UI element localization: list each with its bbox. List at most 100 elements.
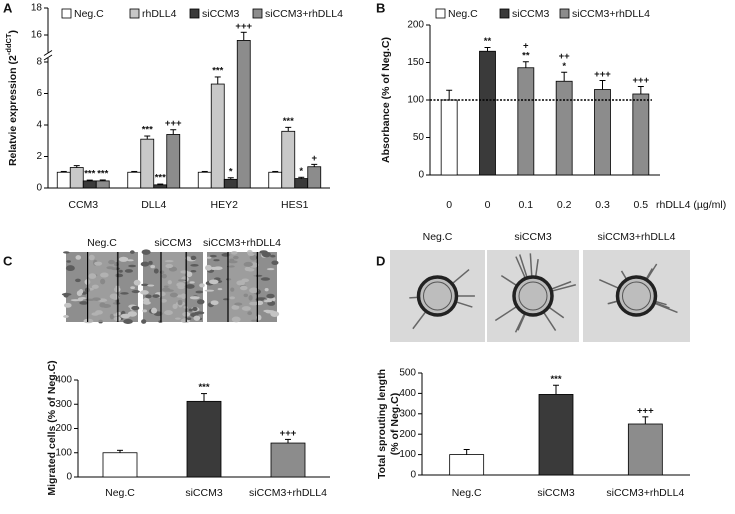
y-tick-label: 0 [66, 472, 72, 483]
bar [594, 89, 611, 176]
cell [153, 268, 159, 274]
cell [150, 264, 156, 269]
x-tick-label: DLL4 [141, 199, 166, 211]
cell [129, 250, 135, 254]
cell [147, 284, 155, 287]
cell [141, 319, 147, 324]
y-tick-label: 150 [407, 57, 424, 68]
bar [236, 40, 251, 189]
cell [128, 264, 137, 268]
cell [185, 284, 195, 289]
significance: ** [484, 36, 492, 47]
significance: *** [142, 125, 153, 136]
y-axis-label: Total sprouting length [376, 369, 388, 479]
scratch-gap [228, 252, 256, 322]
cell [266, 310, 276, 314]
significance: *** [550, 374, 561, 385]
significance: + [523, 40, 529, 51]
bar [627, 423, 663, 476]
cell [189, 296, 200, 300]
significance: +++ [235, 21, 252, 32]
cell [259, 250, 268, 254]
significance: + [311, 153, 317, 164]
bar [538, 394, 574, 476]
bar [186, 400, 222, 478]
y-tick-label: 200 [55, 423, 72, 434]
significance: +++ [280, 428, 297, 439]
y-tick-label: 100 [55, 447, 72, 458]
significance: *** [212, 65, 223, 76]
x-tick-label: 0.5 [634, 199, 649, 211]
bar [555, 80, 573, 176]
cell [213, 266, 223, 270]
cell [206, 256, 212, 259]
cell [114, 273, 124, 278]
y-tick-label: 0 [36, 183, 42, 194]
cell [131, 305, 140, 311]
sprout [652, 301, 678, 314]
legend-label: siCCM3+rhDLL4 [572, 8, 650, 20]
spheroid [416, 275, 459, 317]
sprout [518, 254, 529, 280]
panel-letter: C [3, 253, 13, 268]
significance: +++ [633, 75, 650, 86]
sprout [550, 284, 577, 293]
cell [266, 293, 275, 299]
y-axis-label-text: Relatvie expression (2 [7, 55, 19, 166]
significance: *** [84, 169, 95, 180]
y-tick-label: 400 [55, 375, 72, 386]
y-axis-label-text: Absorbance (% of Neg.C) [380, 37, 392, 163]
significance: *** [198, 382, 209, 393]
cell [120, 313, 130, 319]
sprout [514, 311, 526, 333]
cell [209, 254, 217, 258]
legend-swatch [559, 8, 570, 19]
cell [141, 249, 151, 255]
cell [270, 254, 276, 258]
significance: *** [283, 116, 294, 127]
sprout [645, 263, 658, 282]
cell [118, 256, 129, 262]
cell [75, 255, 82, 260]
significance: ++ [559, 51, 571, 62]
scratch-gap [87, 252, 117, 322]
y-tick-label: 300 [399, 408, 416, 419]
sprout [500, 275, 519, 287]
bar [210, 83, 225, 189]
bar [166, 134, 181, 189]
cell [75, 278, 81, 283]
cell [205, 264, 212, 271]
legend-swatch [435, 8, 446, 19]
cell [142, 300, 151, 305]
y-axis-label-text: Migrated cells (% of Neg.C) [46, 360, 58, 495]
significance: * [229, 166, 233, 177]
cell [151, 307, 158, 314]
cell [65, 265, 75, 272]
legend-label: siCCM3 [512, 8, 549, 20]
cell [196, 299, 205, 305]
x-tick-label: 0.1 [519, 199, 534, 211]
image-label: siCCM3 [154, 237, 191, 249]
cell [189, 281, 195, 284]
bar [127, 171, 142, 189]
bar [153, 184, 168, 189]
sprout [517, 312, 527, 331]
significance: +++ [165, 118, 182, 129]
cell [63, 315, 69, 318]
y-tick-label: 50 [413, 132, 425, 143]
bar [307, 166, 322, 189]
cell [76, 290, 83, 297]
y-axis-label-text: ) [7, 30, 19, 34]
sprout [542, 310, 557, 331]
cell [217, 288, 223, 291]
x-tick-label: siCCM3+rhDLL4 [249, 487, 327, 499]
image-label: siCCM3+rhDLL4 [203, 237, 281, 249]
cell [264, 287, 269, 292]
image-label: siCCM3 [514, 231, 551, 243]
cell [190, 269, 197, 273]
sprout [534, 259, 539, 279]
sprout [549, 280, 572, 291]
cell [204, 289, 215, 292]
x-tick-label: HES1 [281, 199, 309, 211]
sprout [547, 305, 565, 319]
